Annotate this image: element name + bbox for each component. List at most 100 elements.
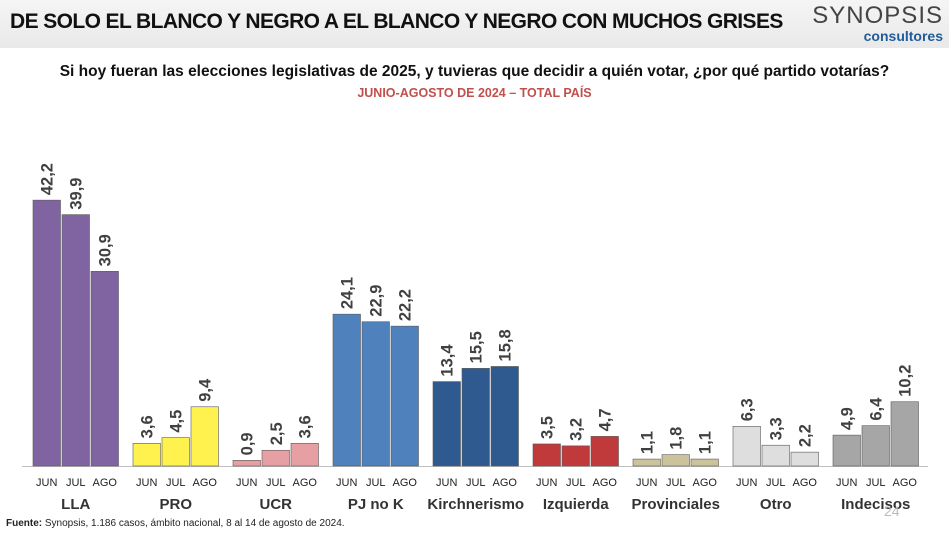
month-label: JUL [866, 477, 886, 489]
data-label: 3,5 [539, 416, 557, 439]
category-label-pro: PRO [159, 496, 192, 513]
category-label-kirchnerismo: Kirchnerismo [427, 496, 524, 513]
chart-subtitle: JUNIO-AGOSTO DE 2024 – TOTAL PAÍS [357, 86, 592, 100]
bar-pj-no-k-jul [361, 321, 390, 467]
month-label: JUL [766, 477, 786, 489]
month-label: JUN [836, 477, 857, 489]
data-label: 4,5 [168, 410, 186, 433]
data-label: 42,2 [39, 163, 57, 195]
month-label: JUN [436, 477, 457, 489]
data-label: 10,2 [897, 365, 915, 397]
category-label-provinciales: Provinciales [632, 496, 720, 513]
data-label: 15,8 [497, 329, 515, 361]
bar-indecisos-ago [890, 401, 919, 467]
category-label-lla: LLA [61, 496, 90, 513]
bar-izquierda-ago [590, 436, 619, 467]
header-band [0, 0, 949, 48]
data-label: 0,9 [239, 432, 257, 455]
bar-ucr-jun [232, 460, 261, 467]
data-label: 4,7 [597, 408, 615, 431]
month-label: JUL [166, 477, 186, 489]
data-label: 1,8 [668, 427, 686, 450]
month-label: AGO [293, 477, 318, 489]
data-label: 39,9 [68, 178, 86, 210]
bar-indecisos-jul [861, 425, 890, 467]
synopsis-logo: SYNOPSIS consultores [812, 2, 943, 44]
month-label: JUN [336, 477, 357, 489]
data-label: 9,4 [197, 378, 215, 402]
logo-name: SYNOPSIS [812, 2, 943, 29]
month-label: JUN [536, 477, 557, 489]
data-label: 2,5 [268, 422, 286, 445]
data-label: 24,1 [339, 277, 357, 309]
bar-chart: 42,2JUN39,9JUL30,9AGOLLA3,6JUN4,5JUL9,4A… [22, 163, 928, 513]
bar-provinciales-jun [632, 458, 661, 467]
page-title: DE SOLO EL BLANCO Y NEGRO A EL BLANCO Y … [10, 10, 783, 33]
month-label: AGO [593, 477, 618, 489]
data-label: 3,6 [297, 415, 315, 438]
data-label: 30,9 [97, 234, 115, 266]
data-label: 6,4 [868, 397, 886, 421]
chart-title: Si hoy fueran las elecciones legislativa… [59, 63, 890, 80]
data-label: 3,6 [139, 415, 157, 438]
month-label: JUN [136, 477, 157, 489]
category-label-ucr: UCR [260, 496, 293, 513]
month-label: JUN [236, 477, 257, 489]
category-label-izquierda: Izquierda [543, 496, 610, 513]
month-label: JUN [736, 477, 757, 489]
month-label: AGO [693, 477, 718, 489]
month-label: AGO [893, 477, 918, 489]
bar-pro-jul [161, 437, 190, 467]
bar-kirchnerismo-jul [461, 368, 490, 467]
bar-otro-ago [790, 451, 819, 467]
data-label: 15,5 [468, 331, 486, 363]
month-label: AGO [93, 477, 118, 489]
data-label: 3,2 [568, 418, 586, 441]
bar-lla-jun [32, 199, 61, 467]
bar-ucr-jul [261, 449, 290, 467]
bar-pro-jun [132, 443, 161, 467]
bar-provinciales-jul [661, 454, 690, 467]
month-label: AGO [493, 477, 518, 489]
data-label: 3,3 [768, 417, 786, 440]
month-label: JUL [266, 477, 286, 489]
category-label-indecisos: Indecisos [841, 496, 910, 513]
data-label: 4,9 [839, 407, 857, 430]
data-label: 22,2 [397, 289, 415, 321]
data-label: 22,9 [368, 285, 386, 317]
data-label: 6,3 [739, 398, 757, 421]
month-label: JUL [66, 477, 86, 489]
month-label: AGO [393, 477, 418, 489]
source-label: Fuente: [6, 518, 43, 529]
data-label: 13,4 [439, 344, 457, 377]
bar-indecisos-jun [832, 434, 861, 467]
month-label: AGO [193, 477, 218, 489]
bar-ucr-ago [290, 443, 319, 467]
month-label: AGO [793, 477, 818, 489]
source-note: Fuente: Synopsis, 1.186 casos, ámbito na… [6, 518, 345, 529]
bar-lla-ago [90, 271, 119, 467]
data-label: 2,2 [797, 424, 815, 447]
source-text: Synopsis, 1.186 casos, ámbito nacional, … [42, 518, 345, 529]
bar-otro-jul [761, 444, 790, 467]
category-label-pj-no-k: PJ no K [348, 496, 404, 513]
data-label: 1,1 [697, 431, 715, 454]
bar-pj-no-k-jun [332, 313, 361, 467]
month-label: JUN [36, 477, 57, 489]
category-label-otro: Otro [760, 496, 792, 513]
bar-izquierda-jul [561, 445, 590, 467]
month-label: JUL [566, 477, 586, 489]
bar-izquierda-jun [532, 443, 561, 467]
bar-pj-no-k-ago [390, 325, 419, 467]
bar-otro-jun [732, 426, 761, 467]
month-label: JUL [666, 477, 686, 489]
bar-lla-jul [61, 214, 90, 467]
month-label: JUL [366, 477, 386, 489]
month-label: JUL [466, 477, 486, 489]
page-number: 24 [884, 503, 900, 519]
logo-subtitle: consultores [863, 28, 943, 44]
month-label: JUN [636, 477, 657, 489]
bar-provinciales-ago [690, 458, 719, 467]
bar-pro-ago [190, 406, 219, 467]
bar-kirchnerismo-jun [432, 381, 461, 467]
